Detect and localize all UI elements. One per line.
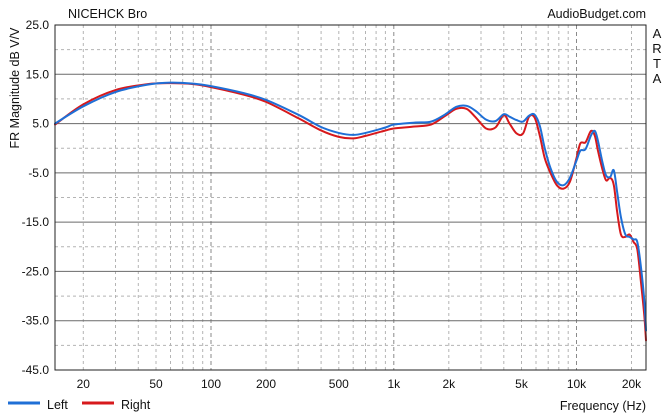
x-tick-label: 50 (149, 377, 163, 391)
x-tick-label: 2k (442, 377, 456, 391)
side-label-letter: A (653, 26, 662, 41)
chart-title: NICEHCK Bro (68, 7, 147, 21)
y-tick-label: -5.0 (28, 166, 49, 180)
legend-label-left: Left (47, 398, 68, 412)
x-tick-label: 10k (567, 377, 587, 391)
x-tick-label: 100 (201, 377, 221, 391)
y-axis-title: FR Magnitude dB V/V (8, 27, 22, 149)
side-label-letter: T (653, 56, 661, 71)
y-tick-label: 25.0 (26, 18, 50, 32)
tick-label-layer: 25.0 15.0 5.0 -5.0 -15.0 -25.0 -35.0 -45.0 20 50 1… (22, 18, 643, 391)
y-tick-label: 15.0 (26, 67, 50, 81)
x-axis-title: Frequency (Hz) (560, 399, 646, 413)
side-label-letter: A (653, 71, 662, 86)
y-tick-label: -25.0 (22, 264, 50, 278)
y-tick-label: -45.0 (22, 363, 50, 377)
grid-layer (55, 25, 646, 370)
series-layer (54, 81, 647, 342)
series-line-right (54, 82, 647, 342)
y-tick-label: -15.0 (22, 215, 50, 229)
x-tick-label: 20k (622, 377, 642, 391)
y-tick-label: 5.0 (32, 117, 49, 131)
legend: Left Right (8, 398, 151, 412)
source-label: AudioBudget.com (547, 7, 646, 21)
x-tick-label: 200 (256, 377, 276, 391)
x-tick-label: 5k (515, 377, 529, 391)
series-line-left (54, 81, 647, 332)
plot-frame (54, 24, 647, 371)
x-tick-label: 20 (77, 377, 91, 391)
side-label-letter: R (652, 41, 661, 56)
y-tick-label: -35.0 (22, 314, 50, 328)
x-tick-label: 1k (387, 377, 401, 391)
legend-label-right: Right (121, 398, 151, 412)
x-tick-label: 500 (329, 377, 349, 391)
